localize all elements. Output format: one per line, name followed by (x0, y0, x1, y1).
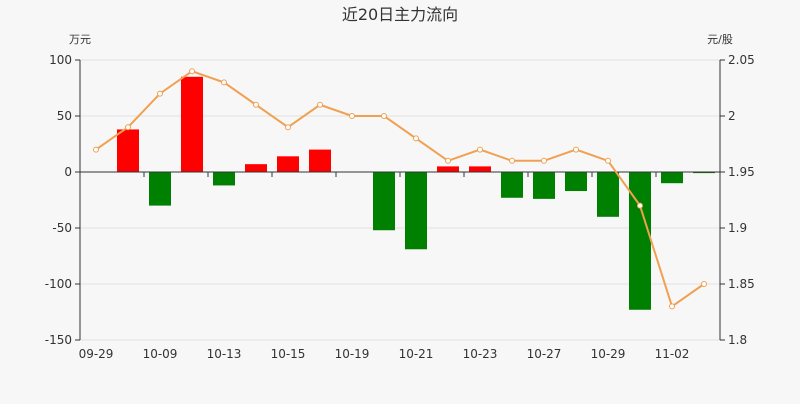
price-line (95, 70, 705, 308)
left-tick-label: 100 (49, 53, 72, 67)
right-axis-unit: 元/股 (707, 33, 733, 46)
right-tick-label: 1.95 (728, 165, 755, 179)
right-tick-label: 1.9 (728, 221, 747, 235)
price-point (381, 113, 387, 119)
flow-bar (597, 172, 619, 217)
right-tick-label: 1.8 (728, 333, 747, 347)
flow-bar (565, 172, 587, 192)
x-tick-label: 10-29 (591, 347, 626, 361)
price-point (285, 124, 291, 131)
x-tick-label: 10-27 (527, 347, 562, 361)
flow-bar (117, 129, 139, 172)
x-tick-label: 10-21 (399, 347, 434, 361)
right-tick-label: 1.85 (728, 277, 755, 291)
right-tick-label: 2 (728, 109, 736, 123)
x-tick-label: 10-23 (463, 347, 498, 361)
x-tick-label: 10-19 (335, 347, 370, 361)
left-tick-label: -150 (45, 333, 72, 347)
price-point (253, 101, 259, 108)
price-point (509, 157, 515, 164)
price-point (157, 90, 163, 97)
flow-bar (309, 149, 331, 172)
price-point (701, 281, 707, 287)
flow-bar (181, 76, 203, 172)
left-tick-label: -100 (45, 277, 72, 291)
price-point (637, 202, 643, 209)
price-point (605, 157, 611, 164)
flow-bar (277, 156, 299, 172)
flow-bar (501, 172, 523, 198)
chart-title: 近20日主力流向 (342, 5, 458, 24)
x-tick-label: 09-29 (79, 347, 114, 361)
price-point (541, 157, 547, 164)
flow-bar (245, 164, 267, 172)
price-point (669, 303, 675, 310)
price-point (573, 146, 579, 153)
left-axis-unit: 万元 (69, 33, 91, 46)
flow-bar (373, 172, 395, 231)
left-tick-label: 50 (57, 109, 72, 123)
x-tick-label: 10-13 (207, 347, 242, 361)
x-tick-label: 10-09 (143, 347, 178, 361)
price-point (125, 124, 131, 131)
price-point (189, 68, 195, 75)
flow-bar (405, 172, 427, 250)
price-point (477, 146, 483, 153)
price-point (445, 157, 451, 164)
price-point (221, 79, 227, 86)
x-tick-label: 10-15 (271, 347, 306, 361)
flow-bar (437, 166, 459, 172)
price-point (93, 146, 99, 153)
price-point (317, 101, 323, 108)
flow-bar (661, 172, 683, 184)
left-tick-label: 0 (64, 165, 72, 179)
x-tick-label: 11-02 (655, 347, 690, 361)
flow-bar (469, 166, 491, 172)
flow-bar (693, 172, 715, 174)
left-tick-label: -50 (52, 221, 72, 235)
flow-bar (149, 172, 171, 206)
flow-bar (629, 172, 651, 310)
flow-bar (213, 172, 235, 186)
price-point (349, 113, 355, 119)
right-tick-label: 2.05 (728, 53, 755, 67)
flow-bar (533, 172, 555, 199)
price-point (413, 135, 419, 142)
